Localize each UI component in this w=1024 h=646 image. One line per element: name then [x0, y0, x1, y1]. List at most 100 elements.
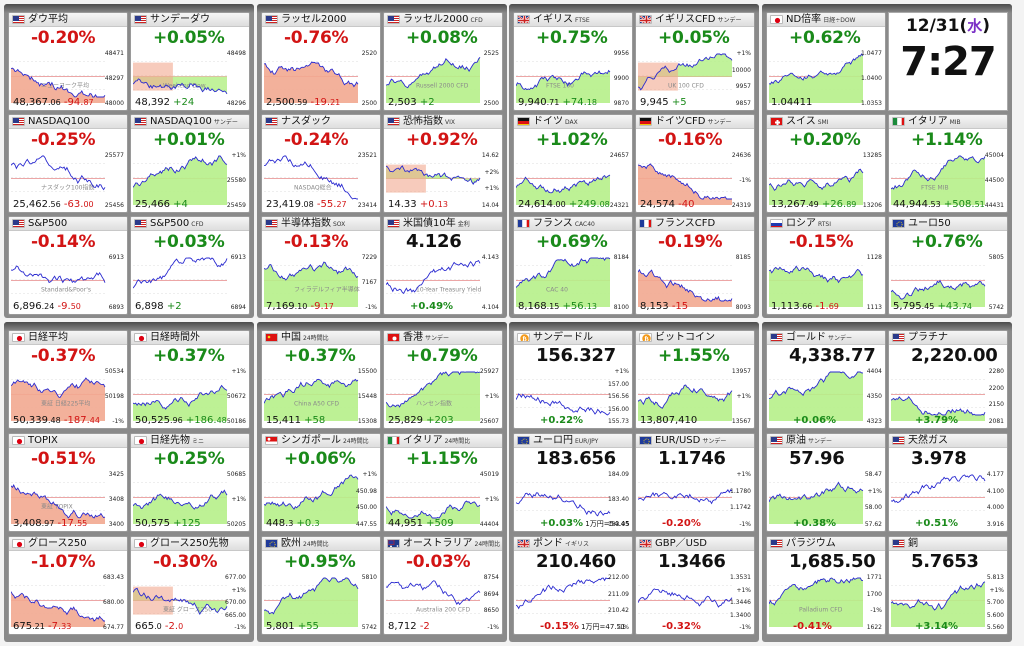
- quote-tile-nasdaq100[interactable]: NASDAQ100 -0.25% ナスダック100指数 25577 25456 25,46…: [8, 114, 128, 213]
- change-value: 156.327: [536, 345, 616, 366]
- footer-value: -1.: [812, 301, 829, 312]
- quote-tile-france-cac[interactable]: フランス CAC40 +0.69% CAC 40 8184 8100 8,168.15 +5…: [513, 216, 633, 315]
- quote-tile-sp500-cfd[interactable]: S&P500 CFD +0.03% 6913 6894 6,898 +2: [130, 216, 250, 315]
- quote-tile-nikkei-dow[interactable]: ダウ平均 -0.20% ニューヨーク平均 48471 48297 48000 48,367.…: [8, 12, 128, 111]
- quote-tile-nikkei-after[interactable]: 日経時間外 +0.37% +1% 50672 50186 50,525.96 +186.4…: [130, 330, 250, 429]
- quote-tile-sox[interactable]: 半導体指数 SOX -0.13% フィラデルフィア半導体 7229 7167 -1% 7,16…: [261, 216, 381, 315]
- tile-title: サンデーダウ: [150, 14, 210, 25]
- quote-tile-russell2000[interactable]: ラッセル2000 -0.76% 2520 2500 2,500.59 -19.21: [261, 12, 381, 111]
- chart-level-label: 10000: [731, 67, 751, 74]
- footer-value: 13: [437, 200, 448, 209]
- tile-name: ND倍率 日経÷DOW: [786, 13, 856, 26]
- tile-title: ラッセル2000: [403, 14, 469, 25]
- sparkline-chart: [132, 366, 247, 421]
- quote-tile-growth250-futures[interactable]: グロース250先物 -0.30% 東証 グロース250 677.00 +1% 670.00…: [130, 536, 250, 635]
- quote-tile-hongkong[interactable]: 香港 サンデー +0.79% ハンセン指数 25927 +1% 25607 25,829 +2…: [383, 330, 503, 429]
- quote-tile-euro50[interactable]: ユーロ50 +0.76% 5805 5742 5,795.45 +43.74: [888, 216, 1008, 315]
- quote-tile-us10y[interactable]: 米国債10年 金利 4.126 10-Year Treasury Yield 4.143…: [383, 216, 503, 315]
- quote-tile-germany-cfd[interactable]: ドイツCFD サンデー -0.16% 24636 -1% 24319 24,574 -40: [635, 114, 755, 213]
- chart-level-label: 8694: [483, 591, 499, 598]
- quote-tile-palladium[interactable]: パラジウム 1,685.50 Palladium CFD 1771 1700 -1% 162…: [766, 536, 886, 635]
- flag-icon-us: [265, 117, 278, 126]
- tile-title: 日経平均: [28, 332, 68, 343]
- quote-tile-nikkei-mini[interactable]: 日経先物 ミニ +0.25% 50685 +1% 50205 50,575 +125: [130, 433, 250, 532]
- tile-footer: +0.22%: [518, 415, 583, 427]
- quote-tile-germany-dax[interactable]: ドイツ DAX +1.02% 24657 24321 24,614.00 +249.08: [513, 114, 633, 213]
- quote-tile-swiss-smi[interactable]: スイス SMI +0.20% 13285 13206 13,267.49 +26.89: [766, 114, 886, 213]
- tile-header: 欧州 24時間比: [262, 537, 380, 551]
- tile-footer: 25,829 +203: [388, 415, 454, 427]
- tile-title: プラチナ: [908, 332, 948, 343]
- chart-level-label: 1128: [866, 254, 882, 261]
- quote-tile-europe[interactable]: 欧州 24時間比 +0.95% 5810 5742 5,801 +55: [261, 536, 381, 635]
- quote-tile-topix[interactable]: TOPIX -0.51% 東証 TOPIX 3425 3408 3400 3,408.97 …: [8, 433, 128, 532]
- tile-footer: 23,419.08 -55.27: [266, 199, 347, 211]
- chart-level-label: 6893: [108, 304, 124, 311]
- footer-value: 5,795: [893, 301, 922, 312]
- quote-tile-australia[interactable]: オーストラリア 24時間比 -0.03% Australia 200 CFD 8754 8…: [383, 536, 503, 635]
- quote-tile-sunday-dow[interactable]: サンデーダウ +0.05% Weekend Dow 48498 48296 48,392 …: [130, 12, 250, 111]
- tile-header: シンガポール 24時間比: [262, 434, 380, 448]
- tile-header: ユーロ円 EUR/JPY: [514, 434, 632, 448]
- footer-value: 3: [288, 519, 294, 528]
- quote-tile-crude-oil[interactable]: 原油 サンデー 57.96 58.47 +1% 58.00 57.62 +0.38%: [766, 433, 886, 532]
- quote-tile-sp500[interactable]: S&P500 -0.14% Standard&Poor's 6913 6893 6,896…: [8, 216, 128, 315]
- quote-tile-sunday-dollar[interactable]: ₿ サンデードル 156.327 +1% 157.00 156.56 156.00 155.7…: [513, 330, 633, 429]
- tile-footer: +0.38%: [771, 518, 836, 530]
- tile-header: 日経時間外: [131, 331, 249, 345]
- quote-tile-vix[interactable]: 恐怖指数 VIX +0.92% 14.62 +2% +1% 14.04 14.33 +0.13: [383, 114, 503, 213]
- sparkline-chart: [637, 150, 752, 205]
- chart-level-label: 48498: [226, 50, 246, 57]
- quote-tile-uk-cfd[interactable]: イギリスCFD サンデー +0.05% UK 100 CFD +1% 10000 9957 9…: [635, 12, 755, 111]
- quote-tile-platinum[interactable]: プラチナ 2,220.00 2280 2200 2150 2081 +3.79%: [888, 330, 1008, 429]
- quote-tile-growth250[interactable]: グロース250 -1.07% 683.43 680.00 674.77 675.21 -7…: [8, 536, 128, 635]
- quote-tile-nikkei225[interactable]: 日経平均 -0.37% 東証 日経225平均 50534 50198 -1% 50,339.…: [8, 330, 128, 429]
- svg-text:東証 TOPIX: 東証 TOPIX: [41, 503, 73, 511]
- quote-tile-france-cfd[interactable]: フランスCFD -0.19% 8185 8093 8,153 -15: [635, 216, 755, 315]
- quote-tile-bitcoin[interactable]: ₿ ビットコイン +1.55% 13957 +1% 13567 13,807,410: [635, 330, 755, 429]
- change-value: +0.75%: [536, 28, 608, 48]
- footer-value: +58: [301, 415, 326, 426]
- sparkline-chart: [768, 48, 883, 103]
- change-value: +1.55%: [658, 346, 730, 366]
- quote-tile-gold[interactable]: ゴールド サンデー 4,338.77 4404 4350 4323 +0.06%: [766, 330, 886, 429]
- flag-icon-us: [387, 117, 400, 126]
- footer-value: 89: [846, 200, 857, 209]
- sparkline-chart: [263, 469, 378, 524]
- quote-tile-natural-gas[interactable]: 天然ガス 3.978 4.177 4.100 4.000 3.916 +0.51%: [888, 433, 1008, 532]
- tile-subtitle: 日経÷DOW: [823, 17, 856, 24]
- quote-tile-euro-yen[interactable]: ユーロ円 EUR/JPY 183.656 184.09 183.40 183.05 +0.0…: [513, 433, 633, 532]
- quote-tile-eurusd[interactable]: EUR/USD サンデー 1.1746 +1% 1.1780 1.1742 -1% -0.20…: [635, 433, 755, 532]
- chart-level-label: 1.3531: [730, 574, 751, 581]
- quote-tile-copper[interactable]: 銅 5.7653 5.813 +1% 5.700 5.600 5.560 +3.14%: [888, 536, 1008, 635]
- tile-name: イタリア 24時間比: [403, 434, 470, 447]
- sparkline-chart: 東証 グロース250: [132, 572, 247, 627]
- quote-tile-gbpusd[interactable]: GBP／USD 1.3466 1.3531 +1% 1.3446 1.3400 -1% -0.…: [635, 536, 755, 635]
- quote-tile-uk-ftse[interactable]: イギリス FTSE +0.75% FTSE 100 9956 9900 9870 9,940.…: [513, 12, 633, 111]
- change-value: +1.02%: [536, 130, 608, 150]
- tile-header: 半導体指数 SOX: [262, 217, 380, 231]
- footer-value: .15: [546, 302, 560, 311]
- change-value: -0.15%: [789, 232, 854, 252]
- quote-tile-nasdaq[interactable]: ナスダック -0.24% NASDAQ総合 23521 23414 23,419.08 -…: [261, 114, 381, 213]
- tile-title: 米国債10年: [403, 218, 456, 229]
- quote-tile-china[interactable]: 中国 24時間比 +0.37% China A50 CFD 15500 15448 1530…: [261, 330, 381, 429]
- chart-level-label: 50685: [226, 471, 246, 478]
- quote-tile-russia-rtsi[interactable]: ロシア RTSI -0.15% 1128 1113 1,113.66 -1.69: [766, 216, 886, 315]
- tile-subtitle: CAC40: [574, 221, 595, 228]
- tile-name: プラチナ: [908, 331, 950, 344]
- sparkline-chart: [890, 252, 1005, 307]
- quote-tile-italy-24h[interactable]: イタリア 24時間比 +1.15% 45019 +1% 44404 44,951 +509: [383, 433, 503, 532]
- quote-tile-russell2000-cfd[interactable]: ラッセル2000 CFD +0.08% Russell 2000 CFD 2525 250…: [383, 12, 503, 111]
- quote-tile-italy-mib[interactable]: イタリア MIB +1.14% FTSE MIB 45004 44500 44431 44,9…: [888, 114, 1008, 213]
- tile-title: S&P500: [150, 218, 190, 229]
- quote-tile-pound-yen[interactable]: ポンド イギリス 210.460 212.00 211.09 210.42 -1% -0.15…: [513, 536, 633, 635]
- quote-tile-singapore[interactable]: シンガポール 24時間比 +0.06% +1% 450.98 450.00 447.55 44…: [261, 433, 381, 532]
- quote-tile-nd-ratio[interactable]: ND倍率 日経÷DOW +0.62% 1.0477 1.0400 1.0353 1.0441…: [766, 12, 886, 111]
- tile-title: NASDAQ100: [150, 116, 212, 127]
- tile-name: イギリス FTSE: [533, 13, 590, 26]
- svg-text:東証 日経225平均: 東証 日経225平均: [41, 400, 90, 408]
- footer-value: 48,392: [135, 97, 170, 108]
- quote-tile-nasdaq100-sunday[interactable]: NASDAQ100 サンデー +0.01% +1% 25580 25459 25,466 +…: [130, 114, 250, 213]
- tile-header: 日経平均: [9, 331, 127, 345]
